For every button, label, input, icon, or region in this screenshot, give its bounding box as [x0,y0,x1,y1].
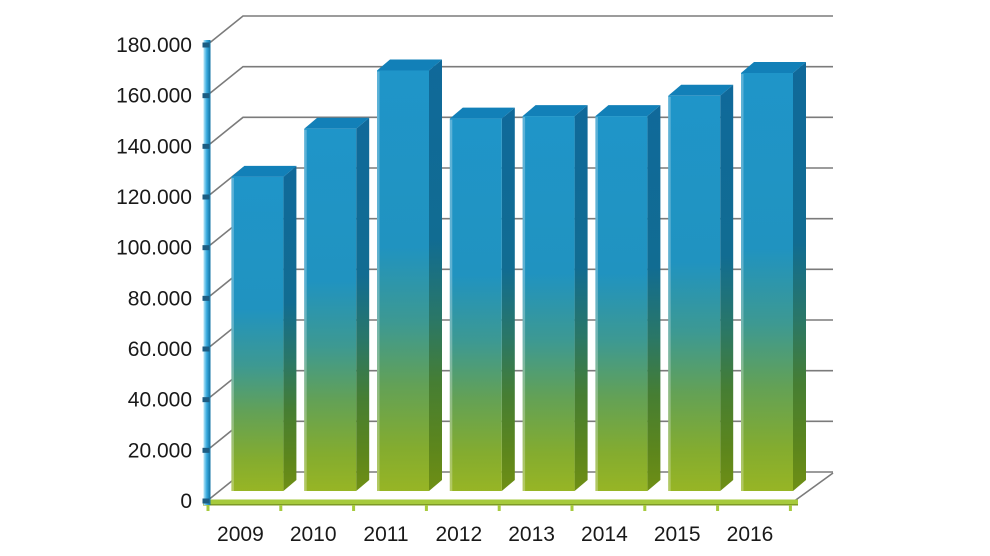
x-axis-label: 2013 [508,523,555,546]
y-axis-label: 20.000 [128,439,192,462]
y-axis-tick [202,346,210,352]
bar-side-face [283,165,297,491]
y-axis [202,40,211,505]
bar-side-face [720,84,734,492]
y-axis-label: 40.000 [128,389,192,412]
bar-top-face [449,107,515,119]
y-axis-tick [202,93,210,99]
bar-left-highlight [377,71,380,491]
bar-front-face [231,176,284,491]
x-axis-tick [424,505,428,511]
x-axis-label: 2014 [581,523,628,546]
x-axis-tick [497,505,501,511]
bar-left-highlight [449,119,453,491]
y-axis-line [203,40,211,505]
y-axis-tick [202,143,210,149]
bar-side-face [501,107,515,491]
bar-top-face [377,59,442,71]
y-axis-label: 0 [180,490,192,513]
bar-2015 [668,84,734,492]
x-axis-tick [788,505,792,511]
bar-top-face [668,84,734,96]
y-axis-label: 180.000 [116,34,192,57]
bar-left-highlight [668,96,671,492]
gridline [206,15,833,46]
bar-side-face [793,62,806,491]
bar-top-face [741,62,806,73]
y-axis-tick [202,295,210,301]
bar-side-face [647,105,661,492]
y-axis-label: 160.000 [116,85,192,108]
bar-top-face [304,117,370,129]
y-axis-label: 100.000 [116,237,192,260]
bar-2014 [595,105,661,492]
x-axis-tick [206,505,210,511]
x-axis-tick [716,505,720,511]
bar-top-face [231,165,297,177]
y-axis-label: 80.000 [128,287,192,310]
floor-right-edge [792,472,834,503]
bar-left-highlight [522,117,526,492]
bar-left-highlight [231,177,234,491]
x-axis-label: 2011 [363,523,408,546]
bars [231,59,806,492]
x-axis-label: 2016 [727,523,774,546]
y-axis-tick [202,498,210,504]
bar-side-face [574,105,588,492]
bar-front-face [741,73,793,491]
bar-2012 [449,107,515,491]
y-axis-label: 60.000 [128,338,192,361]
y-axis-tick [202,397,210,403]
bar-2013 [522,105,588,492]
bar-left-highlight [304,129,307,491]
bar-2016 [741,62,806,491]
x-axis-label: 2015 [654,523,701,546]
x-axis-label: 2010 [290,523,337,546]
bar-front-face [449,118,502,491]
x-axis-labels: 2009 2010 2011 2012 2013 2014 2015 2016 [217,523,773,546]
bar-top-face [595,105,661,117]
bar-side-face [429,59,442,491]
x-axis-label: 2009 [217,523,264,546]
x-axis-label: 2012 [435,523,482,546]
x-axis-tick [643,505,647,511]
bar-2010 [304,117,370,491]
y-axis-tick [202,194,210,200]
x-axis-line [203,499,798,504]
x-axis-tick [352,505,356,511]
bar-left-highlight [741,74,744,491]
y-axis-labels: 0 20.000 40.000 60.000 80.000 100.000 120.000 1… [116,34,192,513]
x-axis-tick [570,505,574,511]
y-axis-tick [202,42,210,48]
bar-front-face [668,95,721,492]
bar-2009 [231,165,297,491]
x-axis [203,499,798,511]
y-axis-label: 140.000 [116,135,192,158]
bar-front-face [595,116,648,492]
y-axis-tick [202,447,210,453]
y-axis-label: 120.000 [116,186,192,209]
bar-side-face [356,117,370,491]
bar-front-face [377,70,429,491]
x-axis-tick [279,505,283,511]
bar-2011 [377,59,442,491]
gridline [206,65,833,97]
bar-front-face [522,116,575,492]
x-axis-line-edge [203,504,798,506]
bar-front-face [304,128,357,491]
y-axis-tick [202,245,210,251]
bar-left-highlight [595,117,598,492]
bar-top-face [522,105,588,117]
